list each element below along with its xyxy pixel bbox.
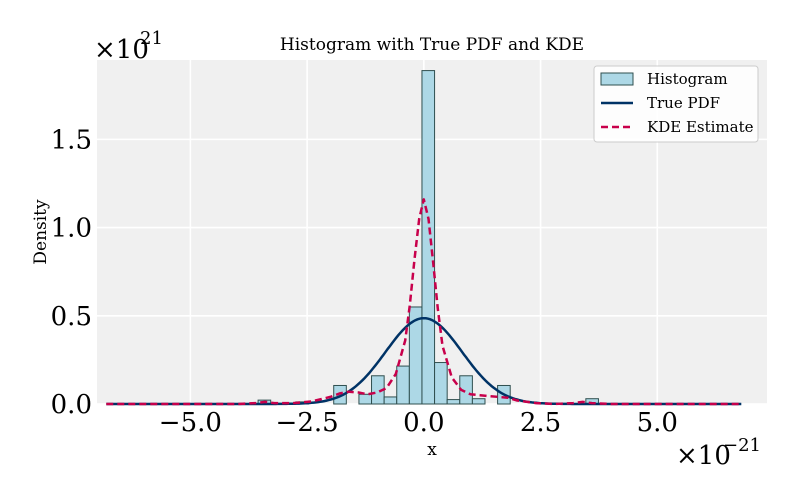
kde-line	[106, 198, 742, 406]
y-axis-label: Density	[31, 199, 51, 265]
y-multiplier-base: ×10	[94, 35, 149, 65]
histogram-bar	[434, 362, 448, 405]
histogram-bar	[446, 399, 461, 405]
x-multiplier: ×10 −21	[676, 435, 761, 471]
histogram-bar	[471, 398, 486, 405]
legend-kde-label: KDE Estimate	[647, 118, 754, 136]
y-multiplier: ×10 21	[94, 28, 163, 65]
y-tick-label: 1.5	[51, 125, 92, 155]
x-multiplier-exponent: −21	[723, 435, 761, 456]
x-multiplier-base: ×10	[676, 441, 731, 471]
x-tick-label: 2.5	[520, 408, 561, 438]
histogram-bar	[383, 396, 398, 405]
legend: Histogram True PDF KDE Estimate	[593, 65, 759, 143]
chart-title: Histogram with True PDF and KDE	[280, 35, 584, 55]
y-tick-label: 0.0	[51, 390, 92, 420]
tick-labels: −5.0 −2.5 0.0 2.5 5.0 0.0 0.5 1.0 1.5	[51, 125, 678, 438]
histogram-bar	[421, 70, 436, 405]
y-tick-label: 1.0	[51, 214, 92, 244]
legend-histogram-label: Histogram	[647, 70, 728, 88]
x-axis-label: x	[427, 440, 437, 460]
x-tick-label: 0.0	[403, 408, 444, 438]
y-multiplier-exponent: 21	[140, 28, 163, 49]
x-tick-label: 5.0	[637, 408, 678, 438]
histogram-bar	[396, 365, 410, 405]
histogram-bar	[358, 393, 373, 405]
curves	[106, 198, 742, 406]
histogram-bar	[333, 384, 347, 405]
legend-pdf-label: True PDF	[647, 94, 720, 112]
x-tick-label: −2.5	[276, 408, 339, 438]
x-tick-label: −5.0	[159, 408, 222, 438]
legend-histogram-swatch	[600, 72, 634, 86]
y-tick-label: 0.5	[51, 302, 92, 332]
legend-box	[593, 65, 759, 143]
